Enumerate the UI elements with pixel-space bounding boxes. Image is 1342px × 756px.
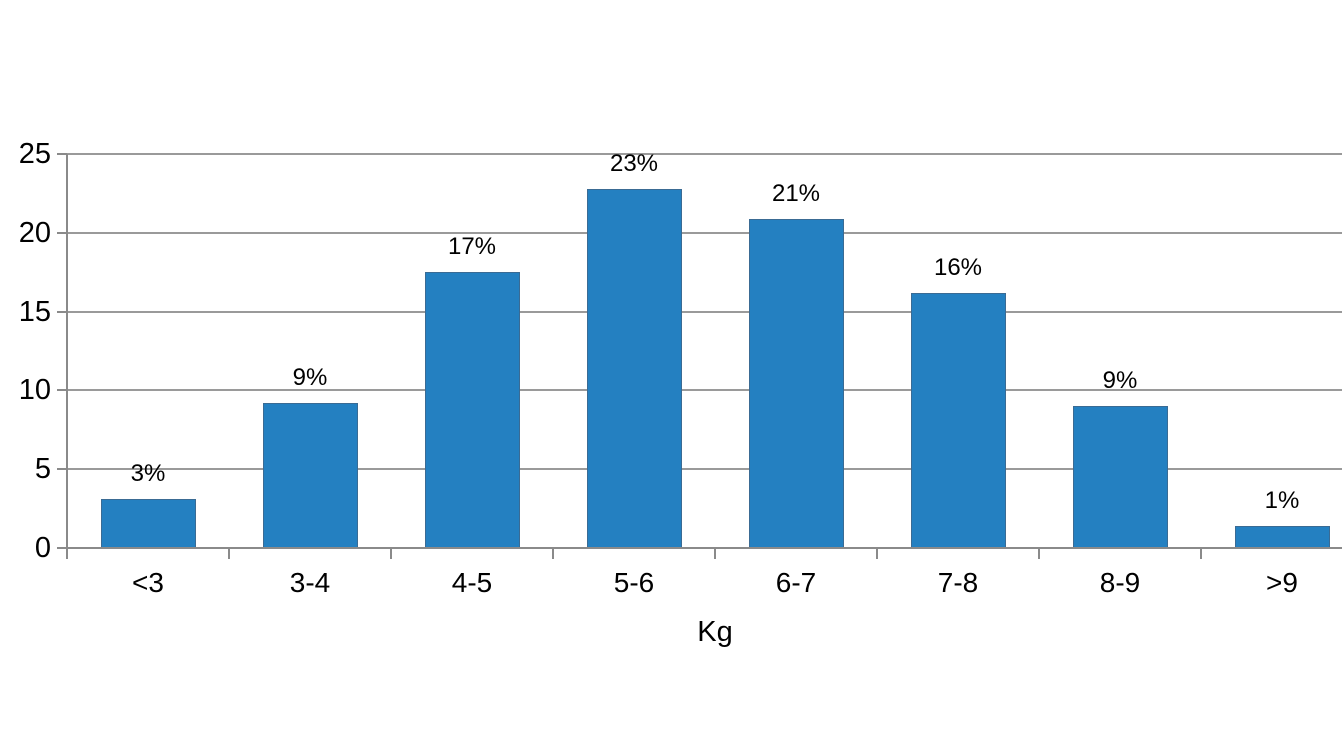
- bar-value-label: 9%: [1102, 367, 1138, 394]
- x-tick-mark: [228, 548, 230, 559]
- x-tick-mark: [876, 548, 878, 559]
- x-tick-label: 6-7: [775, 567, 817, 598]
- y-tick-label: 10: [18, 374, 51, 406]
- x-tick-label: 8-9: [1099, 567, 1141, 598]
- x-tick-mark: [714, 548, 716, 559]
- bar: [587, 189, 682, 548]
- gridline: [67, 468, 1342, 470]
- bar-value-label: 21%: [771, 180, 821, 207]
- y-tick-mark: [57, 232, 67, 234]
- bar: [263, 403, 358, 548]
- y-tick-label: 5: [34, 453, 51, 485]
- x-tick-label: 7-8: [937, 567, 979, 598]
- bar: [749, 219, 844, 548]
- bar: [911, 293, 1006, 548]
- y-axis-line: [66, 154, 68, 548]
- gridline: [67, 153, 1342, 155]
- x-tick-label: 5-6: [613, 567, 655, 598]
- y-tick-mark: [57, 547, 67, 549]
- x-tick-mark: [1038, 548, 1040, 559]
- y-tick-mark: [57, 468, 67, 470]
- y-tick-mark: [57, 311, 67, 313]
- x-tick-label: 4-5: [451, 567, 493, 598]
- x-axis-title: Kg: [697, 616, 733, 648]
- bar-value-label: 23%: [609, 150, 659, 177]
- x-tick-label: <3: [132, 567, 164, 598]
- x-axis-line: [67, 547, 1342, 549]
- x-tick-label: >9: [1266, 567, 1298, 598]
- gridline: [67, 311, 1342, 313]
- y-tick-mark: [57, 389, 67, 391]
- bar-value-label: 1%: [1264, 487, 1300, 514]
- y-tick-label: 20: [18, 217, 51, 249]
- y-tick-label: 25: [18, 138, 51, 170]
- bar-value-label: 17%: [447, 233, 497, 260]
- x-tick-mark: [552, 548, 554, 559]
- x-tick-mark: [390, 548, 392, 559]
- gridline: [67, 389, 1342, 391]
- gridline: [67, 232, 1342, 234]
- bar: [1235, 526, 1330, 548]
- bar-value-label: 3%: [130, 460, 166, 487]
- bar: [1073, 406, 1168, 548]
- bar: [425, 272, 520, 548]
- x-tick-mark: [1200, 548, 1202, 559]
- y-tick-label: 0: [34, 532, 51, 564]
- x-tick-label: 3-4: [289, 567, 331, 598]
- x-tick-mark: [66, 548, 68, 559]
- bar: [101, 499, 196, 548]
- y-tick-mark: [57, 153, 67, 155]
- y-tick-label: 15: [18, 296, 51, 328]
- bar-value-label: 16%: [933, 254, 983, 281]
- bar-value-label: 9%: [292, 364, 328, 391]
